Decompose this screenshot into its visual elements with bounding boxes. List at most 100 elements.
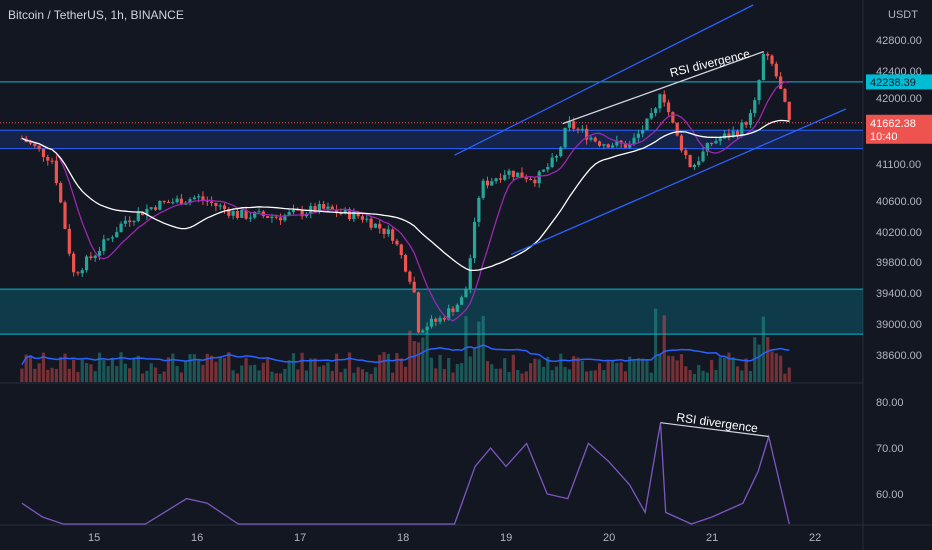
volume-bar	[197, 359, 201, 382]
candle-body	[550, 157, 554, 167]
candle-body	[50, 160, 54, 162]
volume-bar	[54, 368, 58, 382]
volume-bar	[537, 359, 541, 382]
candle-body	[727, 133, 731, 138]
candle-body	[748, 113, 753, 125]
volume-bar	[748, 371, 753, 382]
candle-body	[46, 157, 50, 161]
channel-lower-line[interactable]	[510, 108, 847, 256]
volume-bar	[735, 366, 740, 382]
candle-body	[201, 196, 205, 201]
candle-body	[149, 207, 153, 209]
candle-body	[783, 88, 787, 102]
channel-upper-line[interactable]	[454, 4, 754, 156]
candle-body	[395, 240, 399, 245]
volume-bar	[145, 370, 149, 382]
rsi-axis[interactable]: 80.00 70.00 60.00	[876, 397, 904, 501]
volume-bar	[516, 369, 520, 382]
time-axis[interactable]: 15 16 17 18 19 20 21 22	[88, 532, 821, 544]
volume-bar	[205, 353, 209, 382]
horizontal-levels	[0, 81, 863, 335]
candle-body	[455, 304, 459, 312]
candle-body	[563, 127, 567, 148]
volume-bar	[334, 353, 339, 382]
support-zone	[0, 130, 863, 149]
candle-body	[119, 223, 123, 233]
candle-body	[132, 220, 136, 223]
candle-body	[485, 180, 490, 186]
volume-bar	[744, 358, 748, 382]
volume-bar	[498, 368, 503, 382]
candle-body	[641, 129, 645, 134]
volume-bar	[391, 372, 395, 382]
volume-bar	[24, 354, 28, 382]
candle-body	[766, 53, 770, 56]
candle-body	[671, 112, 675, 123]
volume-bar	[313, 358, 317, 382]
level-badge-text: 42238.39	[870, 77, 916, 89]
volume-bar	[80, 359, 84, 382]
price-tick-label: 42000.00	[876, 93, 922, 105]
volume-bar	[705, 372, 709, 382]
candle-body	[244, 210, 248, 219]
candle-body	[554, 155, 559, 158]
volume-bar	[727, 352, 731, 382]
candle-body	[41, 148, 46, 158]
candle-body	[339, 213, 343, 215]
rsi-tick-label: 60.00	[876, 489, 904, 501]
candle-body	[369, 218, 373, 228]
candle-body	[28, 141, 33, 144]
volume-bar	[270, 371, 274, 382]
volume-bar	[343, 368, 347, 382]
candle-body	[524, 177, 528, 180]
volume-bar	[115, 366, 119, 382]
volume-bar	[645, 359, 649, 382]
candle-body	[619, 140, 623, 144]
volume-bar	[550, 370, 554, 382]
candle-body	[175, 198, 179, 203]
volume-bar	[615, 362, 619, 382]
volume-bar	[688, 370, 692, 382]
volume-bar	[184, 360, 188, 382]
candle-body	[528, 179, 533, 181]
rsi-divergence-line[interactable]	[660, 422, 769, 438]
candle-body	[429, 318, 434, 327]
volume-ma-line	[21, 344, 790, 365]
volume-bar	[438, 354, 442, 382]
candle-body	[218, 205, 222, 207]
candle-body	[710, 142, 714, 144]
volume-bar	[33, 368, 37, 382]
time-tick-label: 15	[88, 532, 100, 544]
candle-body	[291, 209, 296, 213]
divergence-line[interactable]	[562, 51, 764, 125]
candle-body	[373, 223, 377, 228]
currency-label: USDT	[888, 9, 918, 21]
candle-body	[378, 223, 382, 229]
candle-body	[76, 272, 80, 274]
symbol-header: Bitcoin / TetherUS, 1h, BINANCE	[8, 8, 184, 22]
candle-body	[442, 317, 446, 320]
volume-bar	[128, 368, 132, 382]
candle-body	[438, 317, 442, 322]
volume-bar	[425, 331, 429, 382]
volume-bar	[468, 356, 472, 382]
level-badge: 42238.39	[866, 74, 932, 90]
volume-bar	[787, 367, 791, 382]
candle-body	[761, 53, 765, 81]
volume-bar	[718, 357, 722, 382]
volume-bar	[76, 372, 80, 382]
price-axis[interactable]: 42800.0042400.0042000.0041100.0040600.00…	[876, 35, 922, 362]
candle-body	[714, 141, 718, 144]
candle-body	[322, 203, 326, 209]
volume-bar	[434, 368, 438, 382]
candle-body	[481, 180, 485, 198]
candle-body	[197, 196, 201, 198]
candle-body	[33, 143, 37, 146]
volume-bar	[304, 370, 309, 382]
volume-bar	[360, 369, 365, 382]
volume-bar	[399, 358, 403, 382]
volume-bar	[740, 370, 744, 382]
candle-body	[516, 172, 520, 177]
